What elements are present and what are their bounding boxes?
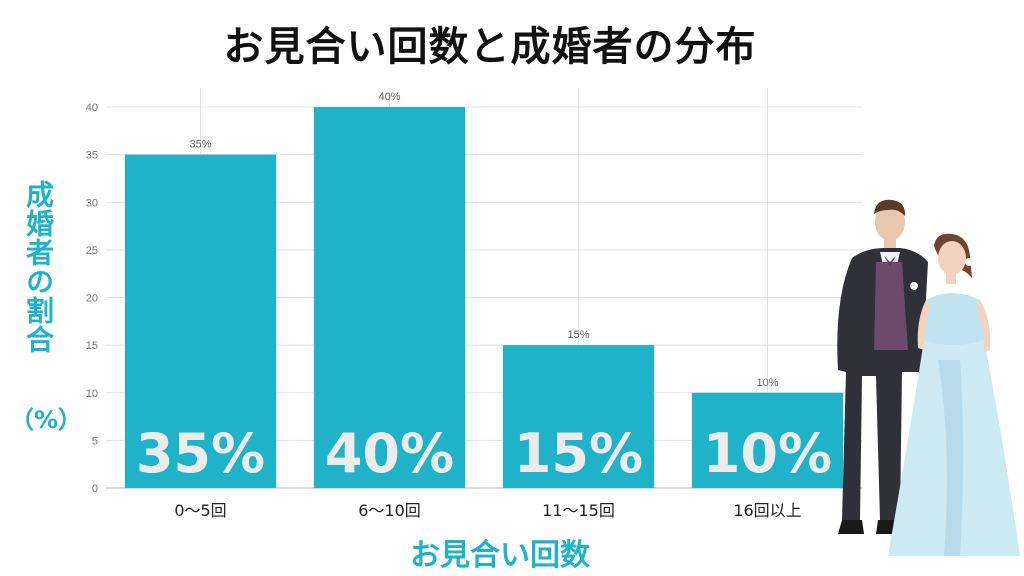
bar <box>124 154 277 488</box>
bar <box>691 392 844 488</box>
x-tick-label: 16回以上 <box>733 501 801 520</box>
x-tick-label: 11〜15回 <box>542 501 615 520</box>
bar <box>502 345 655 488</box>
bar-value-label: 35% <box>136 422 265 485</box>
y-tick-label: 25 <box>86 245 98 257</box>
x-tick-label: 6〜10回 <box>358 501 421 520</box>
data-label: 10% <box>756 377 778 389</box>
y-tick-label: 5 <box>92 435 98 447</box>
y-tick-label: 15 <box>86 340 98 352</box>
groom-figure <box>837 199 928 534</box>
labels: 0 5 10 15 20 25 30 35 40 35% 35% 0〜5回 40% 40% 6〜10回 15%… <box>86 91 832 520</box>
data-label: 15% <box>567 329 589 341</box>
y-tick-label: 0 <box>92 483 98 495</box>
bar-value-label: 10% <box>703 422 832 485</box>
y-tick-label: 35 <box>86 150 98 162</box>
bar <box>313 107 466 488</box>
x-axis-label: お見合い回数 <box>410 538 590 573</box>
y-tick-label: 20 <box>86 293 98 305</box>
chart-title: お見合い回数と成婚者の分布 <box>223 24 757 70</box>
y-tick-label: 10 <box>86 388 98 400</box>
bars <box>124 107 844 488</box>
bride-figure <box>888 233 1020 556</box>
y-tick-label: 30 <box>86 197 98 209</box>
wedding-couple-illustration <box>837 199 1020 556</box>
y-axis-label: 成婚者の割合 <box>22 180 55 354</box>
data-label: 35% <box>189 139 211 151</box>
x-tick-label: 0〜5回 <box>174 501 226 520</box>
y-tick-label: 40 <box>86 102 98 114</box>
bar-value-label: 40% <box>325 422 454 485</box>
bar-value-label: 15% <box>514 422 643 485</box>
data-label: 40% <box>378 91 400 103</box>
